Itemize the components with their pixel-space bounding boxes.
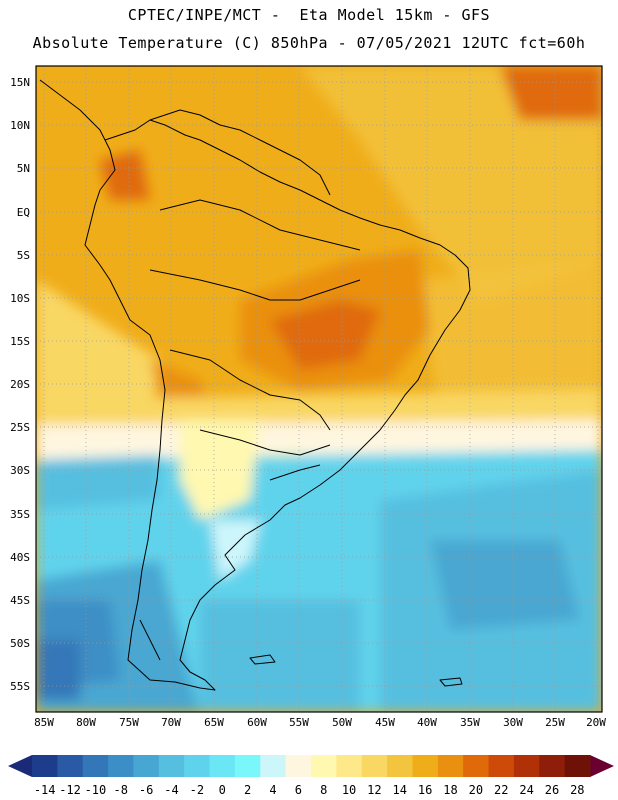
lat-label: 15N [10, 76, 30, 89]
lat-label: 40S [10, 551, 30, 564]
lat-label: 45S [10, 594, 30, 607]
header-subtitle: Absolute Temperature (C) 850hPa - 07/05/… [32, 34, 586, 52]
lat-label: 25S [10, 421, 30, 434]
lat-label: 30S [10, 464, 30, 477]
colorbar-swatch [311, 755, 337, 777]
colorbar-swatch [108, 755, 134, 777]
colorbar-swatch [437, 755, 464, 777]
colorbar-swatch [513, 755, 540, 777]
lon-label: 40W [417, 716, 437, 729]
colorbar-swatch [336, 755, 363, 777]
lon-label: 60W [247, 716, 267, 729]
colorbar-swatch [32, 755, 58, 777]
lon-label: 70W [161, 716, 181, 729]
colorbar-label: 22 [494, 783, 508, 797]
colorbar-swatch [564, 755, 591, 777]
colorbar-swatch [158, 755, 185, 777]
colorbar-swatch [209, 755, 236, 777]
colorbar-label: 28 [570, 783, 584, 797]
lon-label: 25W [545, 716, 565, 729]
colorbar-right-arrow [590, 755, 614, 777]
lat-label: 50S [10, 637, 30, 650]
colorbar-swatch [234, 755, 261, 777]
colorbar-swatch [82, 755, 109, 777]
colorbar-label: -12 [59, 783, 81, 797]
lat-label: EQ [17, 206, 30, 219]
colorbar-label: 18 [443, 783, 457, 797]
map-frame [35, 65, 603, 713]
lat-label: 5S [17, 249, 30, 262]
colorbar-label: -10 [85, 783, 107, 797]
colorbar-swatch [57, 755, 84, 777]
temperature-field [36, 66, 602, 712]
colorbar-label: 6 [295, 783, 302, 797]
lon-label: 65W [204, 716, 224, 729]
colorbar-swatch [133, 755, 160, 777]
colorbar-label: -14 [34, 783, 56, 797]
colorbar-label: -6 [139, 783, 153, 797]
lon-label: 75W [119, 716, 139, 729]
colorbar-swatch [184, 755, 211, 777]
colorbar-label: 10 [342, 783, 356, 797]
colorbar-left-arrow [8, 755, 32, 777]
lon-label: 50W [332, 716, 352, 729]
colorbar-label: -8 [114, 783, 128, 797]
colorbar-label: 12 [367, 783, 381, 797]
colorbar-label: 2 [244, 783, 251, 797]
lat-axis: 15N 10N 5N EQ 5S 10S 15S 20S 25S 30S 35S… [10, 76, 30, 693]
colorbar-label: 4 [269, 783, 276, 797]
colorbar-label: 8 [320, 783, 327, 797]
colorbar-label: 14 [393, 783, 407, 797]
coastline [39, 79, 471, 691]
colorbar-swatch [539, 755, 566, 777]
lat-label: 15S [10, 335, 30, 348]
lon-label: 30W [503, 716, 523, 729]
colorbar-swatch [412, 755, 439, 777]
colorbar-swatch [285, 755, 312, 777]
header-title: CPTEC/INPE/MCT - Eta Model 15km - GFS [127, 6, 491, 24]
colorbar: -14 -12 -10 -8 -6 -4 -2 0 2 4 6 8 10 12 14 16 18 20 22 24 26… [8, 755, 614, 797]
colorbar-swatch [463, 755, 490, 777]
lon-label: 20W [586, 716, 606, 729]
lon-label: 35W [460, 716, 480, 729]
colorbar-label: 16 [418, 783, 432, 797]
lon-label: 55W [289, 716, 309, 729]
colorbar-label: 0 [219, 783, 226, 797]
lat-label: 10S [10, 292, 30, 305]
lat-label: 20S [10, 378, 30, 391]
lat-label: 35S [10, 508, 30, 521]
colorbar-label: 20 [469, 783, 483, 797]
lat-label: 10N [10, 119, 30, 132]
colorbar-label: 24 [519, 783, 533, 797]
colorbar-swatch [488, 755, 515, 777]
lat-label: 55S [10, 680, 30, 693]
colorbar-label: -4 [164, 783, 178, 797]
lon-label: 45W [375, 716, 395, 729]
colorbar-label: 26 [545, 783, 559, 797]
colorbar-swatch [387, 755, 413, 777]
colorbar-swatch [361, 755, 388, 777]
lat-label: 5N [17, 162, 30, 175]
lon-label: 80W [76, 716, 96, 729]
colorbar-swatch [260, 755, 287, 777]
lon-axis: 85W 80W 75W 70W 65W 60W 55W 50W 45W 40W … [34, 716, 606, 729]
lon-label: 85W [34, 716, 54, 729]
colorbar-label: -2 [190, 783, 204, 797]
